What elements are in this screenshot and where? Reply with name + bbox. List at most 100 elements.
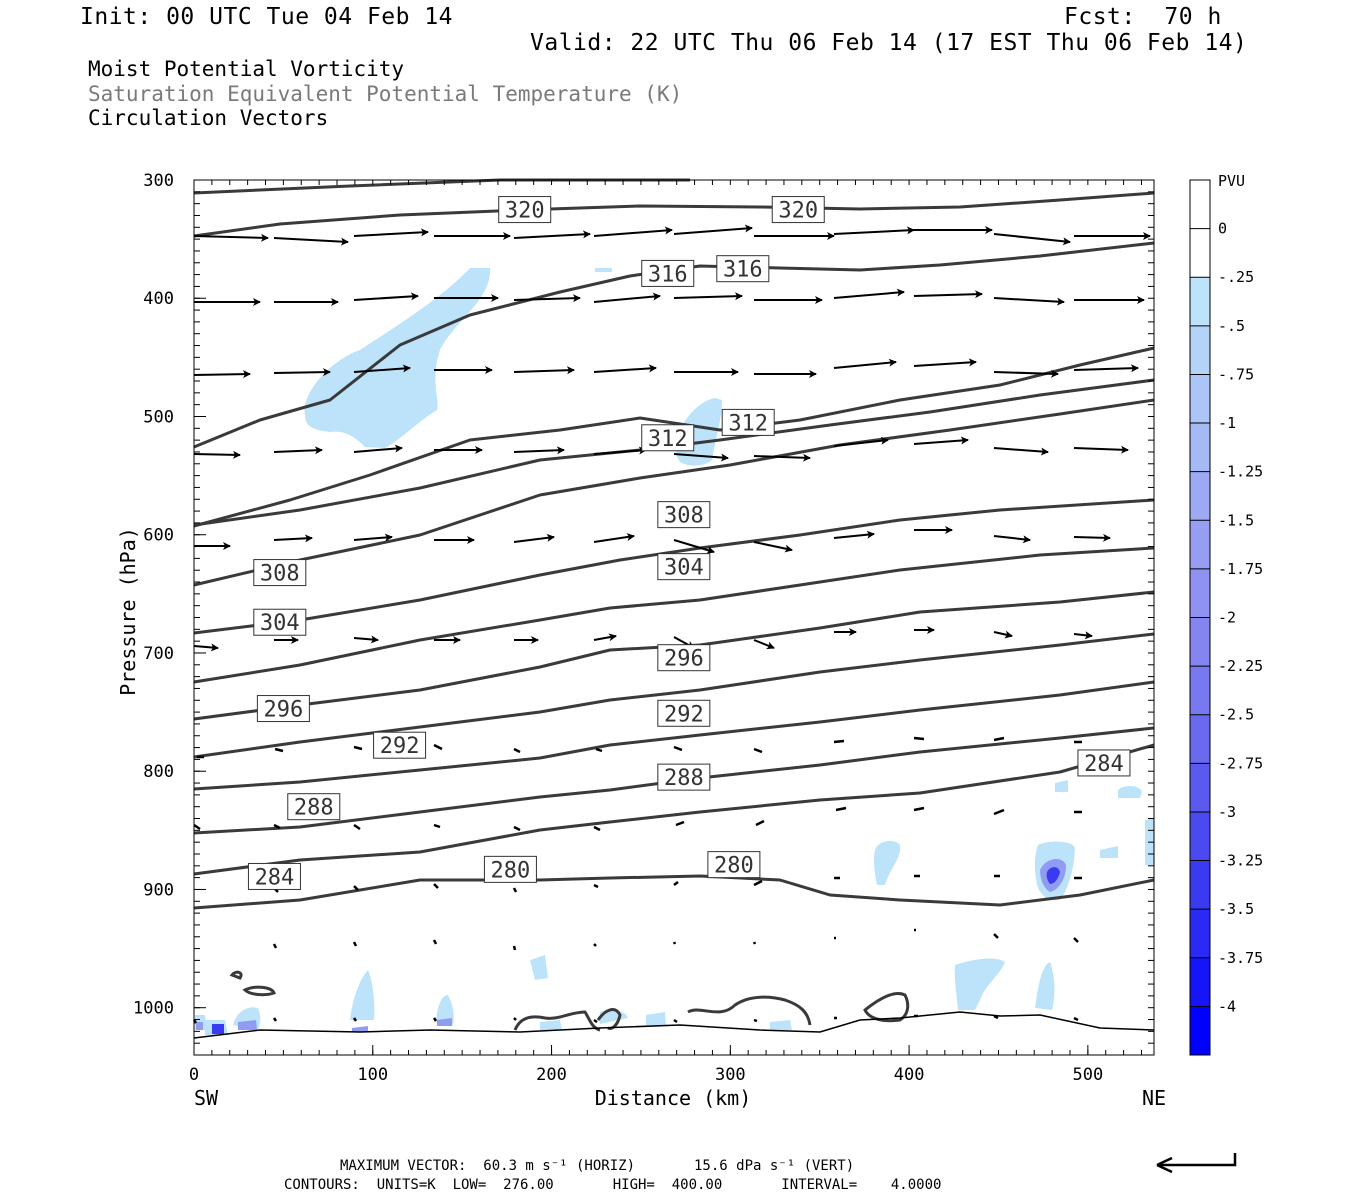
contour-label-text: 308 (664, 504, 704, 529)
colorbar-bin (1190, 763, 1210, 812)
theta-es-contour (863, 992, 910, 1023)
contour-label-box (657, 699, 711, 727)
theta-es-contour (193, 178, 690, 195)
circulation-vector (913, 736, 925, 741)
circulation-vector (673, 745, 683, 752)
colorbar-label: -.75 (1218, 365, 1254, 383)
contour-label-text: 312 (648, 427, 688, 452)
circulation-vector (913, 290, 983, 299)
y-tick-label: 300 (143, 171, 174, 191)
colorbar-label: -1 (1218, 414, 1236, 432)
circulation-vector (675, 820, 685, 827)
contour-label-text: 320 (505, 199, 545, 224)
terrain-line (193, 1011, 1155, 1039)
contour-label-box (483, 855, 537, 883)
circulation-vector (672, 941, 677, 945)
x-tick-label: 200 (536, 1065, 567, 1085)
contour-label: 288 (657, 763, 711, 791)
circulation-vector (513, 1017, 517, 1021)
pv-region (304, 268, 491, 448)
contour-label-text: 304 (664, 556, 704, 581)
circulation-vector (833, 226, 915, 235)
circulation-vector (593, 943, 597, 947)
title-mpv: Moist Potential Vorticity (88, 57, 405, 81)
y-tick-label: 400 (143, 289, 174, 309)
circulation-vector (753, 879, 763, 887)
colorbar-bin (1190, 714, 1210, 764)
colorbar-bin (1190, 909, 1210, 958)
contour-labels: 320 320 316 316 312 312 308 308 304 304 296 296 292 2… (247, 196, 1131, 890)
contour-label: 280 (483, 855, 537, 883)
theta-es-contour (193, 680, 1155, 791)
contour-label-box (641, 259, 695, 287)
circulation-vector (673, 1018, 678, 1024)
circulation-vector (993, 933, 999, 939)
theta-es-contour (242, 985, 276, 997)
contour-label-box (657, 553, 711, 581)
circulation-vector (673, 453, 729, 462)
colorbar-label: -2.75 (1218, 754, 1263, 772)
x-tick-label: 100 (357, 1065, 388, 1085)
circulation-vector (513, 446, 565, 455)
pv-core (352, 1026, 368, 1032)
y-tick-label: 800 (143, 762, 174, 782)
circulation-vector (433, 883, 439, 889)
circulation-vector (833, 436, 889, 447)
circulation-vector (913, 358, 977, 367)
circulation-vector (593, 825, 601, 832)
circulation-vector (193, 643, 219, 652)
colorbar: PVU 0 -.25 -.5 -.75 -1 -1.25 -1.5 -1.75 -2 -2.25 -2… (1189, 172, 1263, 1056)
circulation-vector (273, 446, 323, 455)
theta-es-contour (193, 632, 1155, 759)
circulation-vector (513, 533, 555, 543)
theta-es-contour (193, 726, 1155, 835)
contour-label-box (287, 793, 341, 821)
theta-es-contour (513, 1010, 601, 1032)
circulation-vector (593, 1018, 598, 1024)
theta-es-contour (193, 398, 1155, 587)
circulation-vector (353, 533, 393, 542)
pv-core (196, 1022, 203, 1030)
circulation-vector (673, 881, 679, 886)
contour-label: 308 (253, 559, 307, 587)
theta-es-contour (193, 191, 1155, 238)
circulation-vector (513, 294, 581, 303)
y-tick-label: 900 (143, 880, 174, 900)
circulation-vector (353, 228, 429, 237)
x-tick-label: 500 (1072, 1065, 1103, 1085)
title-theta-es: Saturation Equivalent Potential Temperat… (88, 82, 683, 106)
contour-label: 316 (641, 259, 695, 287)
contour-label: 288 (287, 793, 341, 821)
circulation-vector (593, 226, 673, 237)
theta-es-contour (193, 590, 1155, 721)
contour-label-text: 320 (778, 199, 818, 224)
theta-es-contour (193, 743, 1155, 876)
pv-region (873, 840, 901, 885)
circulation-vector (753, 747, 763, 754)
title-vectors: Circulation Vectors (88, 106, 329, 130)
circulation-vector (1073, 445, 1129, 454)
circulation-vector (833, 739, 845, 744)
colorbar-label: -4 (1218, 997, 1236, 1015)
contour-info-note: CONTOURS: UNITS=K LOW= 276.00 HIGH= 400.… (284, 1177, 942, 1193)
circulation-vector (753, 453, 811, 462)
contour-label-box (1077, 749, 1131, 777)
circulation-vector (833, 288, 905, 299)
contour-label-text: 304 (260, 611, 300, 636)
pv-shading (195, 268, 1154, 1035)
circulation-vector (1073, 533, 1111, 542)
pv-region (350, 970, 375, 1020)
pv-core (238, 1020, 257, 1030)
contour-label: 304 (657, 553, 711, 581)
contour-label: 312 (641, 424, 695, 452)
contour-label: 296 (657, 644, 711, 672)
circulation-vector (353, 444, 403, 453)
circulation-vector (593, 533, 635, 543)
circulation-vector (993, 808, 1005, 816)
circulation-vector (993, 1014, 999, 1020)
pv-region (770, 1020, 792, 1030)
circulation-vector (593, 883, 599, 889)
colorbar-bin (1190, 325, 1210, 375)
contour-label: 296 (256, 695, 310, 723)
circulation-vector (993, 233, 1071, 246)
